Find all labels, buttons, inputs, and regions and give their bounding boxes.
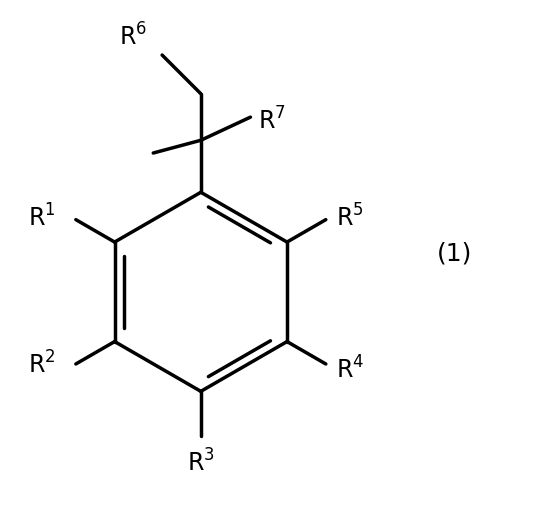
Text: (1): (1) — [437, 240, 472, 265]
Text: R$^2$: R$^2$ — [28, 350, 56, 378]
Text: R$^7$: R$^7$ — [258, 107, 286, 134]
Text: R$^5$: R$^5$ — [336, 204, 364, 231]
Text: R$^6$: R$^6$ — [119, 24, 147, 51]
Text: R$^4$: R$^4$ — [336, 356, 364, 383]
Text: R$^1$: R$^1$ — [28, 204, 56, 231]
Text: R$^3$: R$^3$ — [187, 448, 215, 476]
